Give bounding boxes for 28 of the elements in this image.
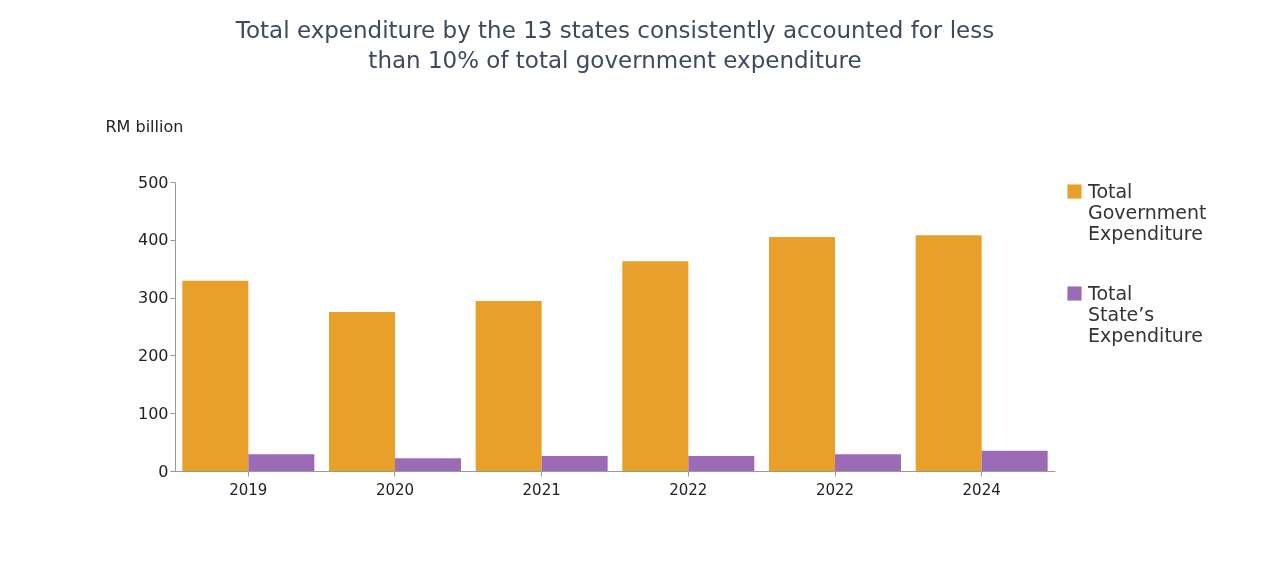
y-tick-label: 100 [137,403,169,423]
y-tick-label: 0 [158,461,169,481]
bar [248,454,315,471]
bar [835,454,901,471]
y-tick-label: 300 [137,288,169,308]
y-tick-label: 500 [137,172,169,192]
x-tick-label: 2020 [375,480,415,499]
bar [981,450,1048,471]
y-tick-label: 400 [137,230,169,250]
bar [915,235,982,471]
y-axis-title: RM billion [105,116,184,136]
x-tick-label: 2022 [815,480,855,499]
bar [182,280,249,471]
x-tick-label: 2019 [229,480,268,499]
bar [329,312,395,471]
bar [541,455,608,471]
y-tick-label: 200 [137,345,169,365]
bar [395,458,461,471]
legend-label: Total State’s Expenditure [1087,281,1203,346]
chart-title: Total expenditure by the 13 states consistently accounted for less than 10% of total government expenditure [234,17,995,73]
x-tick-label: 2022 [669,480,708,499]
x-tick-label: 2024 [962,480,1001,499]
bar [475,301,542,471]
legend-label: Total Government Expenditure [1087,179,1207,244]
x-tick-label: 2021 [522,480,561,499]
bar [688,455,755,471]
bar [622,261,689,471]
bar [769,236,835,471]
